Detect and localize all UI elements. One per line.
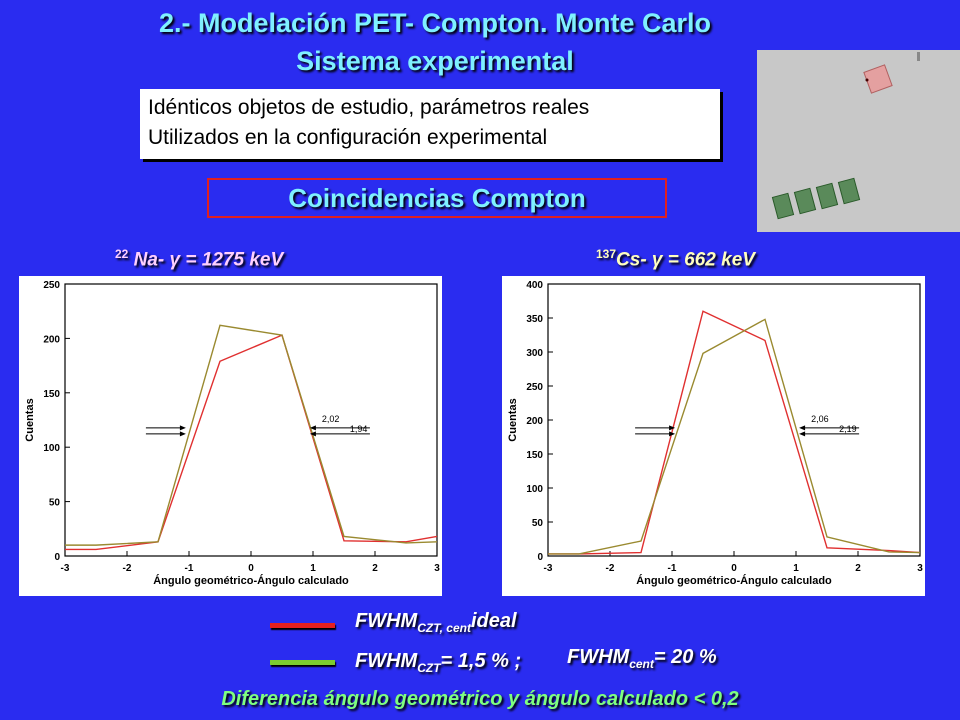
series-line-1 — [548, 318, 921, 555]
fwhm-arrow-left-1-head — [669, 425, 676, 431]
x-tick-label: 1 — [793, 563, 799, 574]
y-tick-label: 200 — [526, 416, 543, 427]
chart-na22: -3 -2 -1 0 1 2 3 0 50 100 150 200 250 Ángulo geométri… — [19, 276, 442, 596]
annotation-2: 2,19 — [839, 424, 857, 434]
fwhm-arrow-right-2-head — [309, 431, 316, 437]
fwhm-arrow-left-2-head — [669, 431, 676, 437]
chart-caption-cs137: 137Cs- γ = 662 keV — [596, 247, 755, 271]
y-axis-label: Cuentas — [24, 398, 36, 441]
source-block — [863, 64, 893, 94]
x-axis-label: Ángulo geométrico-Ángulo calculado — [153, 574, 349, 587]
y-tick-label: 300 — [526, 348, 543, 359]
y-tick-label: 200 — [43, 334, 60, 345]
x-tick-label: -2 — [123, 563, 132, 574]
detector-array — [771, 177, 861, 220]
y-tick-label: 0 — [537, 552, 543, 563]
plot-frame — [547, 283, 921, 557]
series-line-0 — [65, 334, 438, 551]
x-tick-label: -1 — [185, 563, 194, 574]
fwhm-arrow-right-2-head — [799, 431, 806, 437]
x-tick-label: 2 — [855, 563, 861, 574]
y-tick-label: 0 — [54, 552, 60, 563]
x-axis-label: Ángulo geométrico-Ángulo calculado — [636, 574, 832, 587]
fwhm-arrow-left-1-head — [179, 425, 186, 431]
info-line-1: Idénticos objetos de estudio, parámetros… — [148, 96, 590, 119]
slide-subtitle: Sistema experimental — [296, 46, 574, 76]
source-point — [865, 78, 869, 82]
chart-caption-na22: 22 Na- γ = 1275 keV — [115, 247, 284, 271]
y-tick-label: 100 — [526, 484, 543, 495]
fwhm-arrow-right-1-head — [799, 425, 806, 431]
chart-na22-svg: -3 -2 -1 0 1 2 3 0 50 100 150 200 250 Ángulo geométri… — [24, 280, 440, 587]
y-tick-label: 350 — [526, 314, 543, 325]
y-tick-label: 250 — [526, 382, 543, 393]
x-tick-label: 3 — [917, 563, 923, 574]
coincidencias-label: Coincidencias Compton — [207, 178, 667, 218]
slide-title: 2.- Modelación PET- Compton. Monte Carlo — [158, 8, 711, 38]
y-tick-label: 50 — [49, 498, 61, 509]
y-tick-label: 100 — [43, 443, 60, 454]
y-tick-label: 250 — [43, 280, 60, 291]
legend-ideal-swatch — [270, 623, 335, 628]
x-tick-label: -1 — [668, 563, 677, 574]
x-tick-label: -3 — [61, 563, 70, 574]
legend-real-swatch — [270, 660, 335, 665]
y-tick-label: 150 — [43, 389, 60, 400]
x-tick-label: 2 — [372, 563, 378, 574]
footer-note: Diferencia ángulo geométrico y ángulo ca… — [221, 688, 739, 710]
fwhm-arrow-left-2-head — [179, 431, 186, 437]
y-tick-label: 150 — [526, 450, 543, 461]
annotation-2: 1,94 — [350, 424, 368, 434]
legend-cent-label: FWHMcent= 20 % — [567, 646, 717, 671]
annotation-1: 2,06 — [811, 414, 829, 424]
legend-ideal-label: FWHMCZT, centideal — [355, 610, 517, 635]
plot-frame — [64, 283, 438, 557]
x-tick-label: -3 — [544, 563, 553, 574]
x-tick-label: -2 — [606, 563, 615, 574]
series-line-0 — [548, 310, 921, 555]
annotation-1: 2,02 — [322, 414, 340, 424]
x-tick-label: 0 — [731, 563, 737, 574]
legend-czt-label: FWHMCZT= 1,5 % ; — [355, 650, 522, 675]
fwhm-arrow-right-1-head — [309, 425, 316, 431]
x-tick-label: 0 — [248, 563, 254, 574]
x-tick-label: 3 — [434, 563, 440, 574]
small-marker — [917, 52, 920, 61]
x-tick-label: 1 — [310, 563, 316, 574]
y-tick-label: 400 — [526, 280, 543, 291]
chart-cs137-svg: -3 -2 -1 0 1 2 3 0 50 100 150 200 250 300 350 400 Ángulo… — [507, 280, 923, 587]
info-line-2: Utilizados en la configuración experimen… — [148, 126, 548, 149]
simulation-setup-image — [757, 50, 960, 232]
y-tick-label: 50 — [532, 518, 544, 529]
info-box: Idénticos objetos de estudio, parámetros… — [140, 89, 720, 159]
series-line-1 — [65, 324, 438, 546]
chart-cs137: -3 -2 -1 0 1 2 3 0 50 100 150 200 250 300 350 400 Ángulo… — [502, 276, 925, 596]
y-axis-label: Cuentas — [507, 398, 519, 441]
